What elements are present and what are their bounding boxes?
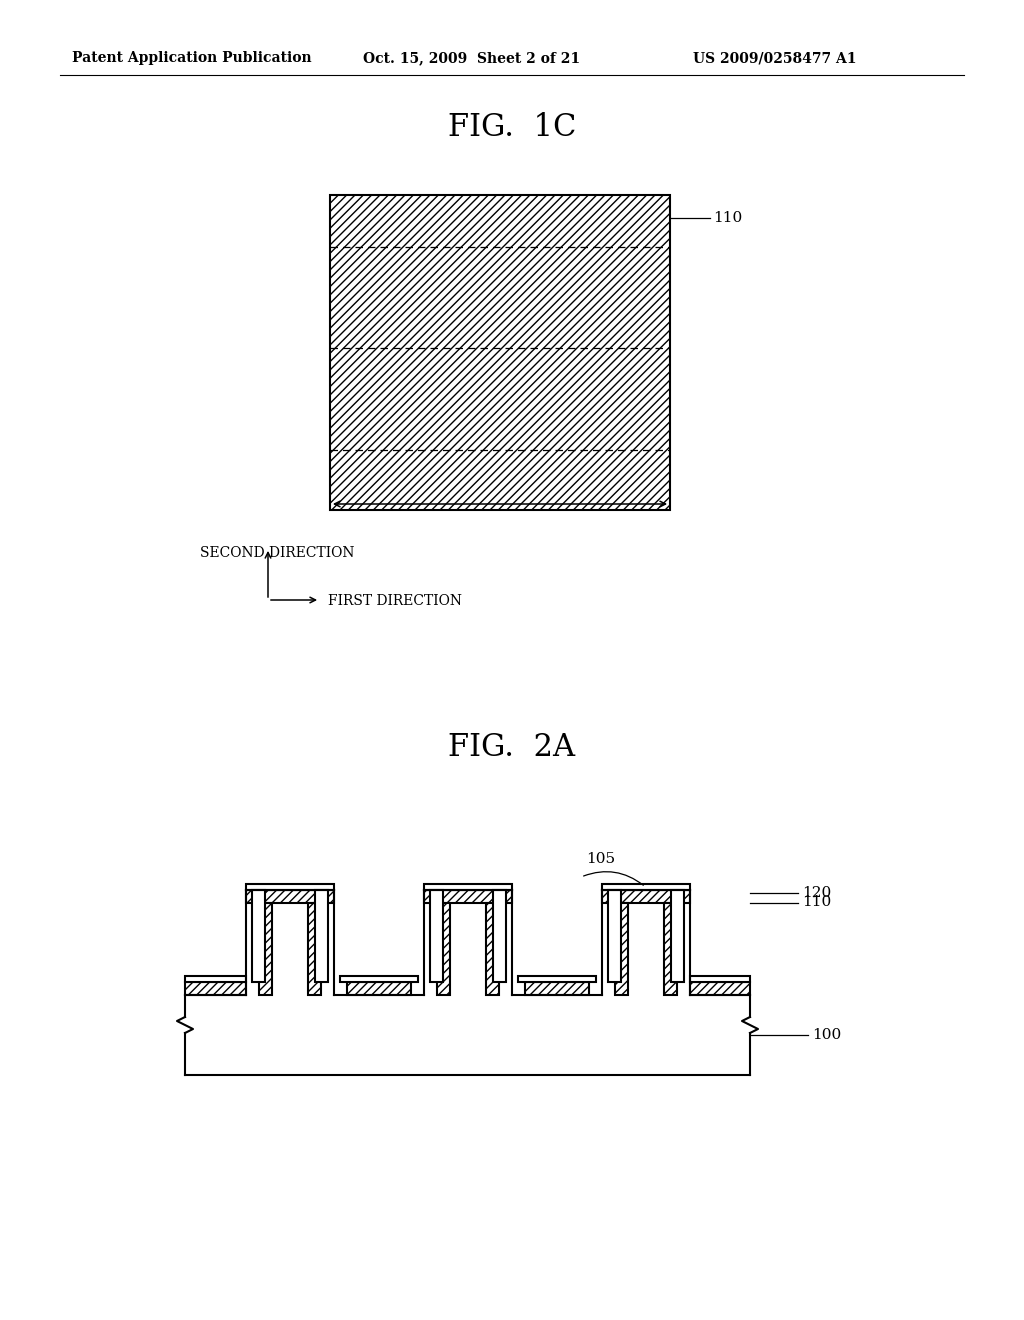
Bar — [689, 982, 750, 995]
Bar — [246, 890, 334, 903]
Bar — [436, 903, 450, 995]
Bar — [664, 903, 677, 995]
Text: US 2009/0258477 A1: US 2009/0258477 A1 — [693, 51, 856, 65]
Text: Oct. 15, 2009  Sheet 2 of 21: Oct. 15, 2009 Sheet 2 of 21 — [362, 51, 581, 65]
Bar — [314, 890, 328, 982]
Text: 110: 110 — [802, 895, 831, 909]
Bar — [607, 890, 621, 982]
Bar — [246, 884, 334, 890]
Bar — [524, 982, 589, 995]
Bar — [330, 195, 670, 510]
Text: 105: 105 — [586, 851, 615, 866]
Text: 120: 120 — [802, 886, 831, 900]
Bar — [601, 890, 689, 903]
Bar — [493, 890, 506, 982]
Bar — [424, 884, 512, 890]
Bar — [429, 890, 442, 982]
Bar — [485, 903, 499, 995]
Text: SECOND DIRECTION: SECOND DIRECTION — [200, 546, 354, 560]
Bar — [614, 903, 628, 995]
Bar — [517, 975, 596, 982]
Text: Patent Application Publication: Patent Application Publication — [72, 51, 311, 65]
Bar — [424, 890, 512, 903]
Bar — [689, 975, 750, 982]
Text: FIG.  1C: FIG. 1C — [447, 112, 577, 144]
Text: 110: 110 — [713, 211, 742, 224]
Text: 100: 100 — [812, 1028, 842, 1041]
Bar — [346, 982, 411, 995]
Bar — [185, 982, 246, 995]
Bar — [601, 884, 689, 890]
Text: FIRST DIRECTION: FIRST DIRECTION — [328, 594, 462, 609]
Bar — [340, 975, 418, 982]
Text: FIG.  2A: FIG. 2A — [449, 733, 575, 763]
Bar — [671, 890, 683, 982]
Bar — [258, 903, 271, 995]
Bar — [185, 975, 246, 982]
Bar — [307, 903, 321, 995]
Bar — [252, 890, 264, 982]
